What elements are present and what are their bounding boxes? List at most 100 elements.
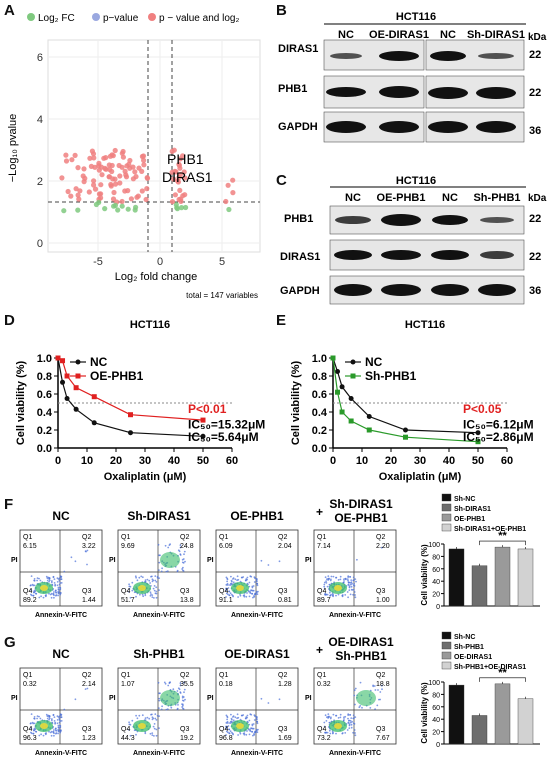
flow-event	[58, 717, 61, 720]
flow-event	[225, 587, 228, 590]
flow-event	[32, 594, 35, 597]
volcano-point	[99, 172, 105, 178]
flow-event	[63, 708, 66, 711]
flow-event	[146, 578, 149, 581]
volcano-plot: Log₂ FC p−value p − value and log₂ PHB1 …	[7, 13, 261, 300]
flow-event	[59, 725, 62, 727]
flow-event	[59, 588, 62, 591]
flow-event	[127, 591, 130, 593]
flow-event	[350, 588, 353, 591]
flow-density-peak	[334, 723, 342, 729]
flow-q4-value: 96.8	[219, 735, 233, 742]
flow-event	[155, 592, 158, 595]
ic50-label: IC₅₀=2.86μM	[463, 430, 534, 444]
flow-event	[246, 730, 248, 732]
flow-event	[335, 732, 337, 735]
flow-event	[154, 717, 157, 720]
flow-q2-value: 2.04	[278, 543, 292, 550]
volcano-point	[98, 164, 104, 170]
flow-title: NC	[52, 647, 70, 661]
flow-event	[380, 684, 383, 687]
flow-event	[33, 579, 36, 582]
flow-event	[323, 581, 326, 584]
ytick-6: 6	[37, 52, 43, 64]
flow-event	[349, 721, 352, 724]
flow-event	[144, 580, 147, 583]
volcano-point	[178, 205, 185, 211]
flow-event	[156, 714, 159, 717]
flow-q3-value: 1.00	[376, 597, 390, 604]
flow-event	[329, 579, 332, 582]
bar-legend-swatch	[441, 641, 452, 650]
volcano-point	[68, 193, 74, 199]
legend-marker	[75, 373, 81, 379]
flow-event	[30, 593, 32, 596]
blot-c-title: HCT116	[396, 175, 436, 187]
y-tick-label: 0.0	[312, 443, 327, 455]
xtick-5: 5	[219, 256, 225, 268]
flow-x-axis-label: Annexin-V-FITC	[133, 612, 185, 619]
flow-event	[324, 732, 327, 734]
flow-event	[323, 721, 326, 724]
flow-q4-value: 44.3	[121, 735, 135, 742]
volcano-point	[175, 178, 181, 184]
flow-event	[226, 580, 229, 583]
flow-event	[236, 575, 239, 578]
flow-event	[379, 691, 382, 693]
flow-event	[324, 594, 327, 596]
flow-event	[252, 734, 254, 737]
y-tick-label: 0.6	[37, 389, 52, 401]
flow-event	[51, 718, 53, 720]
volcano-point	[115, 207, 121, 213]
flow-event	[347, 596, 349, 599]
flow-plot-frame	[117, 529, 201, 607]
flow-event	[256, 718, 258, 721]
flow-event	[152, 587, 155, 590]
flow-event	[45, 575, 48, 578]
legend-label: Sh-PHB1	[365, 369, 417, 383]
blot-c-protein-3: GAPDH	[280, 285, 320, 297]
flow-q-name: Q3	[180, 726, 189, 733]
bar	[448, 684, 465, 745]
ytick-2: 2	[37, 176, 43, 188]
flow-q-name: Q4	[23, 588, 32, 595]
flow-event	[57, 578, 60, 580]
flow-event	[323, 725, 326, 728]
flow-q-name: Q1	[219, 672, 228, 679]
flow-event	[244, 579, 247, 582]
volcano-point	[88, 163, 94, 169]
flow-event	[372, 684, 374, 687]
flow-event	[347, 713, 350, 716]
flow-event	[155, 728, 158, 731]
flow-event	[161, 705, 164, 708]
flow-density-peak	[236, 585, 244, 591]
band	[335, 216, 371, 224]
flow-event	[60, 716, 63, 719]
flow-title-plus: +	[316, 505, 323, 519]
volcano-point	[110, 153, 116, 159]
flow-event	[349, 719, 352, 722]
flow-event	[348, 724, 351, 727]
bar-legend-swatch	[441, 503, 452, 512]
flow-q4-value: 51.7	[121, 597, 135, 604]
flow-event	[228, 590, 231, 593]
band	[478, 284, 516, 296]
volcano-point	[169, 148, 175, 154]
sig-bracket	[479, 540, 526, 546]
flow-event	[57, 732, 59, 735]
flow-event	[85, 550, 87, 553]
flow-event	[246, 576, 249, 579]
flow-event	[176, 690, 179, 692]
band	[379, 86, 419, 98]
panel-label-a: A	[4, 2, 15, 19]
volcano-point	[75, 165, 81, 171]
flow-event	[325, 720, 328, 722]
flow-event	[353, 583, 355, 585]
flow-q-name: Q3	[278, 726, 287, 733]
legend-marker	[350, 373, 356, 379]
bar-legend-swatch	[441, 523, 452, 532]
volcano-point	[81, 166, 87, 172]
blot-c-protein-1: PHB1	[284, 213, 313, 225]
flow-event	[352, 588, 355, 591]
flow-event	[128, 723, 131, 726]
